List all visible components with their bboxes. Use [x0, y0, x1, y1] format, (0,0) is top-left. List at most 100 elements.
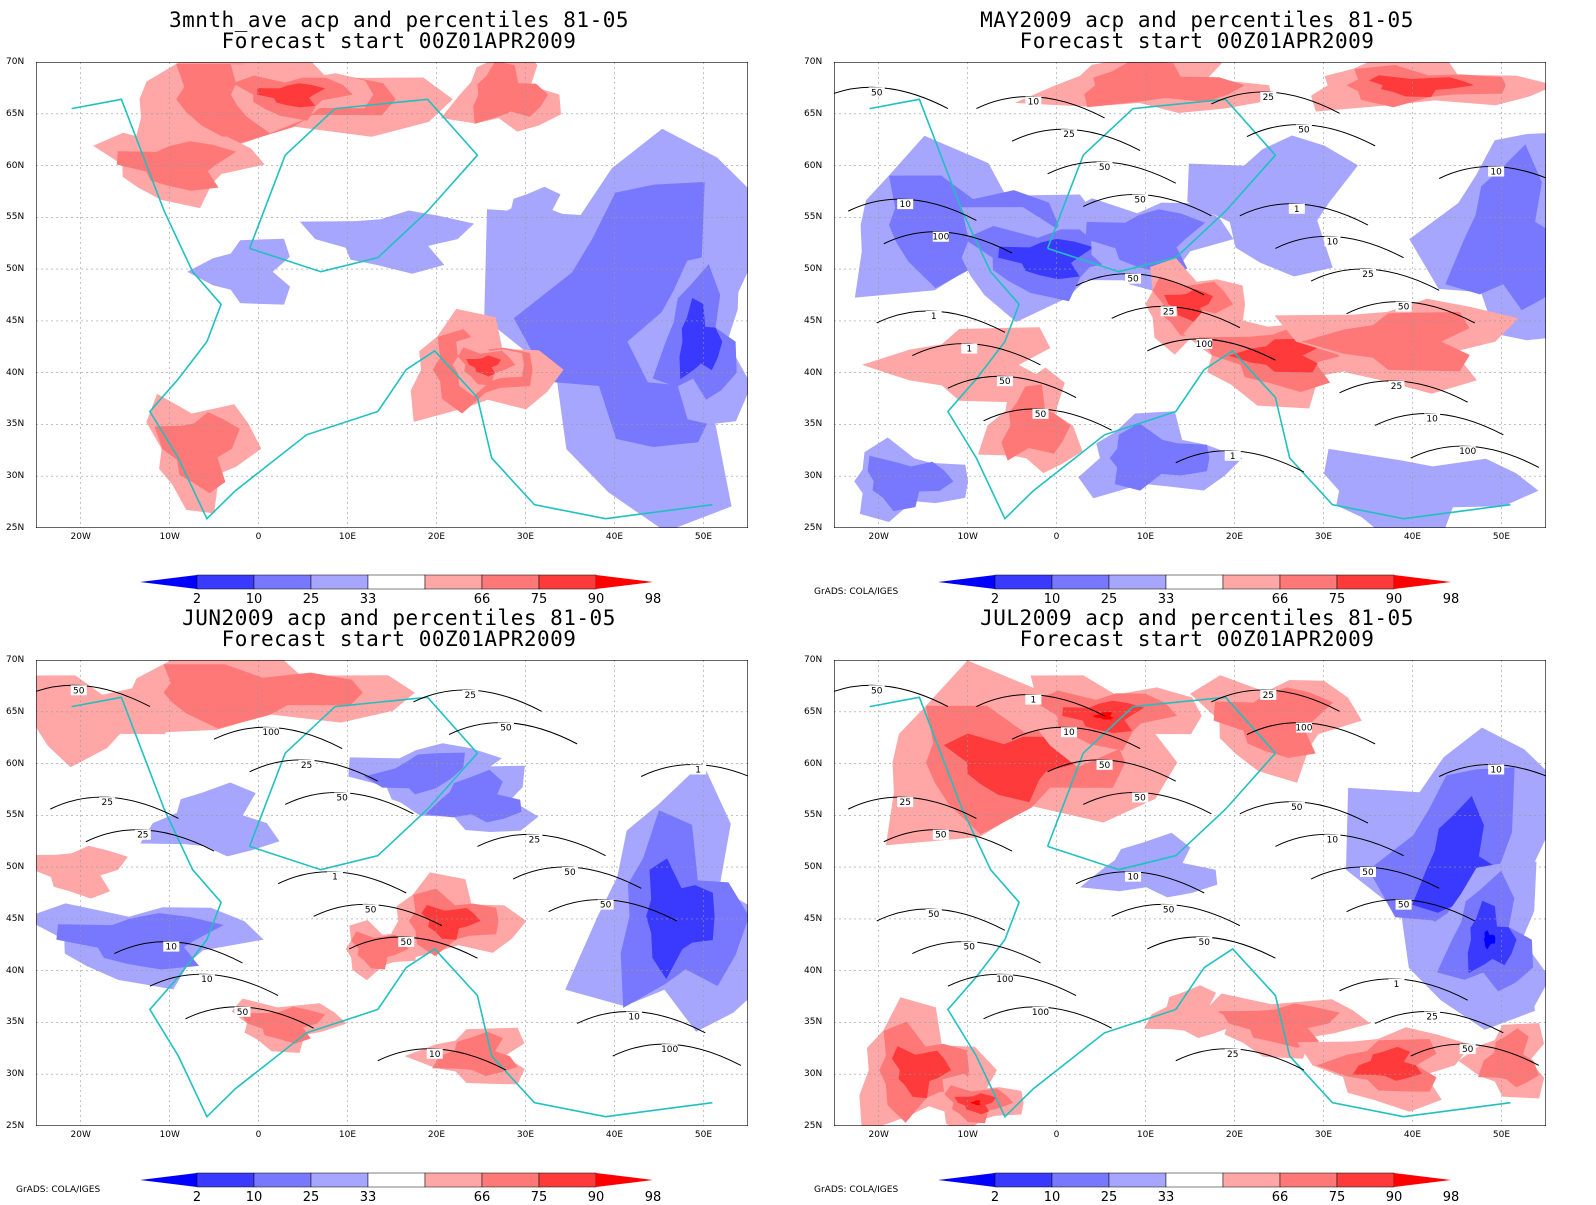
colorbar-label: 90 [587, 592, 605, 607]
colorbar-label: 66 [473, 1190, 491, 1205]
lat-tick-label: 30N [804, 1069, 823, 1080]
lon-tick-label: 10W [957, 532, 978, 542]
warm-anomaly-region [36, 845, 128, 899]
panel-title: MAY2009 acp and percentiles 81-05 [980, 8, 1414, 32]
panel-may2009: MAY2009 acp and percentiles 81-05 Foreca… [798, 0, 1596, 607]
contour-label: 50 [600, 901, 612, 911]
coastline [71, 696, 713, 1119]
contour-label: 50 [336, 793, 348, 803]
lon-tick-label: 0 [1053, 1130, 1060, 1140]
warm-anomaly-region [1478, 1028, 1540, 1088]
panel-subtitle: Forecast start 00Z01APR2009 [221, 627, 577, 651]
colorbar-swatch [481, 1172, 540, 1188]
lon-tick-label: 20E [427, 1130, 446, 1140]
contour-label: 25 [1263, 691, 1274, 701]
colorbar-swatch [424, 1172, 483, 1188]
contour-label: 50 [1462, 1045, 1474, 1055]
contour-label: 25 [137, 831, 148, 841]
contour-label: 50 [1298, 126, 1310, 136]
lat-tick-label: 50N [6, 862, 25, 873]
map-area: 50 50 50 50 50 25 50 100 25 50 10 25 25 50 10 100 25 10 10… [36, 660, 772, 1141]
colorbar-label: 90 [1385, 1190, 1403, 1205]
warm-anomaly-region [1143, 985, 1231, 1038]
lat-tick-label: 45N [804, 913, 823, 924]
warm-anomaly-region [351, 931, 409, 970]
lon-tick-label: 40E [605, 532, 624, 542]
map-plot: 50 50 50 100 100 50 50 50 50 50 100 25 25 50 25 10 10 50 2… [834, 660, 1546, 1126]
lon-tick-label: 50E [1492, 532, 1511, 542]
contour-label: 10 [1490, 168, 1502, 178]
contour-label: 50 [871, 686, 883, 696]
lat-tick-label: 40N [6, 367, 25, 378]
colorbar [140, 1172, 653, 1188]
cold-anomaly-region [140, 782, 280, 857]
cold-anomaly-region [1187, 135, 1358, 277]
contour-label: 50 [1291, 803, 1303, 813]
lon-tick-label: 10W [159, 532, 180, 542]
contour-label: 25 [1263, 93, 1274, 103]
colorbar-label: 66 [1271, 1190, 1289, 1205]
lat-tick-label: 35N [804, 1017, 823, 1028]
colorbar-swatch [538, 1172, 597, 1188]
contour-label: 50 [564, 868, 576, 878]
colorbar-swatch [310, 1172, 369, 1188]
panel-title: JUN2009 acp and percentiles 81-05 [182, 606, 616, 630]
contour-label: 25 [1426, 1012, 1437, 1022]
contour-label: 50 [1134, 195, 1146, 205]
warm-anomaly-region [1001, 384, 1071, 461]
colorbar-swatch [253, 574, 312, 590]
lon-tick-label: 30E [1314, 532, 1333, 542]
colorbar-label: 33 [1157, 592, 1175, 607]
contour-label: 10 [1490, 766, 1502, 776]
lon-tick-label: 40E [605, 1130, 624, 1140]
coastline [1046, 98, 1277, 273]
lat-tick-label: 55N [6, 212, 25, 223]
colorbar-swatch [367, 1172, 426, 1188]
contour-label: 1 [1294, 205, 1300, 215]
colorbar-swatch [1165, 1172, 1224, 1188]
contour-label: 10 [1327, 835, 1339, 845]
colorbar-swatch [1108, 574, 1167, 590]
cold-anomaly-region [646, 858, 715, 980]
colorbar-label: 98 [644, 592, 662, 607]
coastline [869, 98, 1511, 521]
warm-anomaly-region [154, 412, 240, 494]
coastline [71, 98, 713, 521]
panel-title: 3mnth_ave acp and percentiles 81-05 [168, 8, 629, 32]
warm-anomaly-region [1352, 1046, 1423, 1081]
map-plot: 50 50 50 50 50 25 50 100 25 50 10 25 25 50 10 100 25 10 10… [36, 660, 748, 1126]
lon-tick-label: 30E [1314, 1130, 1333, 1140]
lat-tick-label: 35N [6, 419, 25, 430]
lon-tick-label: 10W [159, 1130, 180, 1140]
colorbar-swatch [1336, 1172, 1395, 1188]
coastline [869, 696, 1511, 1119]
cold-anomaly-region [867, 455, 954, 512]
lat-tick-label: 35N [6, 1017, 25, 1028]
contour-label: 50 [73, 686, 85, 696]
lat-tick-label: 55N [804, 212, 823, 223]
lat-tick-label: 25N [804, 1121, 823, 1131]
colorbar-swatch [538, 574, 597, 590]
colorbar-swatch [1222, 1172, 1281, 1188]
lon-tick-label: 20E [427, 532, 446, 542]
contour-label: 1 [931, 312, 937, 322]
contour-label: 100 [262, 728, 279, 738]
contour-label: 10 [1127, 873, 1139, 883]
map-plot [36, 62, 748, 528]
panel-subtitle: Forecast start 00Z01APR2009 [1019, 627, 1375, 651]
lon-tick-label: 10E [338, 1130, 357, 1140]
warm-anomaly-region [466, 355, 501, 377]
colorbar-swatch [1279, 1172, 1338, 1188]
colorbar-label: 2 [192, 592, 202, 607]
warm-anomaly-region [970, 1100, 981, 1106]
colorbar-label: 10 [1043, 1190, 1061, 1205]
contour-label: 25 [1362, 270, 1373, 280]
contour-label: 10 [1426, 414, 1438, 424]
lon-tick-label: 0 [255, 532, 262, 542]
cold-anomaly-region [56, 913, 224, 970]
colorbar [938, 574, 1451, 590]
lat-tick-label: 50N [804, 264, 823, 275]
lat-tick-label: 45N [6, 315, 25, 326]
colorbar-swatch [1279, 574, 1338, 590]
lat-tick-label: 60N [6, 160, 25, 171]
